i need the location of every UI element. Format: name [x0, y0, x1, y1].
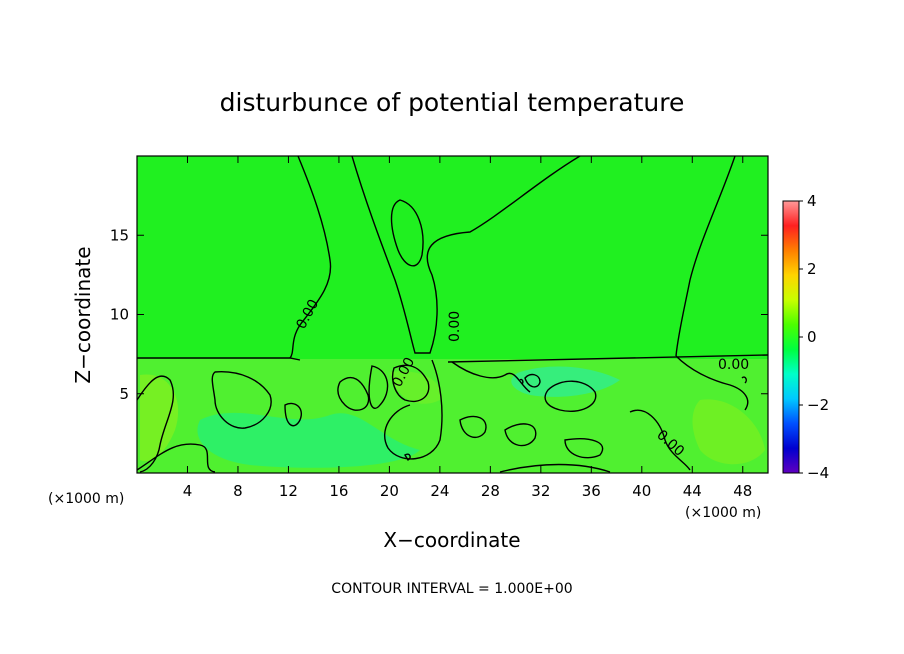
x-tick-label: 12 — [279, 482, 298, 500]
y-tick-label: 15 — [110, 226, 129, 244]
x-tick-label: 40 — [632, 482, 651, 500]
colorbar-tick-label: 4 — [807, 192, 817, 210]
colorbar-tick-label: −4 — [807, 464, 829, 482]
x-tick-label: 24 — [430, 482, 449, 500]
contour-interval: CONTOUR INTERVAL = 1.000E+00 — [331, 581, 572, 597]
contour-label: 0.00 — [718, 357, 749, 373]
y-tick-label: 5 — [119, 385, 129, 403]
colorbar-ticks: 4 2 0 −2 −4 — [799, 192, 829, 482]
colorbar-tick-label: 0 — [807, 328, 817, 346]
x-tick-label: 8 — [233, 482, 243, 500]
x-unit-left: (×1000 m) — [48, 491, 124, 507]
chart-title: disturbunce of potential temperature — [220, 88, 685, 117]
field-patch-warm — [140, 374, 179, 462]
x-tick-label: 48 — [733, 482, 752, 500]
x-tick-label: 36 — [582, 482, 601, 500]
field-patch-warm — [390, 371, 441, 404]
plot-area — [137, 156, 768, 473]
colorbar-tick-label: −2 — [807, 396, 829, 414]
colorbar-tick-label: 2 — [807, 260, 817, 278]
zero-contours — [137, 156, 768, 473]
x-tick-label: 16 — [329, 482, 348, 500]
field-patch-warm — [692, 399, 765, 465]
colorbar — [782, 200, 800, 474]
y-axis-label: Z−coordinate — [71, 246, 95, 383]
x-tick-label: 28 — [481, 482, 500, 500]
x-unit-right: (×1000 m) — [685, 505, 761, 521]
x-tick-label: 20 — [380, 482, 399, 500]
x-tick-label: 32 — [531, 482, 550, 500]
contour-label: 0.00 — [447, 311, 463, 342]
y-tick-label: 10 — [110, 306, 129, 324]
field-upper — [137, 156, 768, 361]
field-patch-cool — [197, 412, 420, 468]
x-axis-label: X−coordinate — [383, 528, 520, 552]
x-tick-label: 44 — [683, 482, 702, 500]
x-tick-label: 4 — [183, 482, 193, 500]
